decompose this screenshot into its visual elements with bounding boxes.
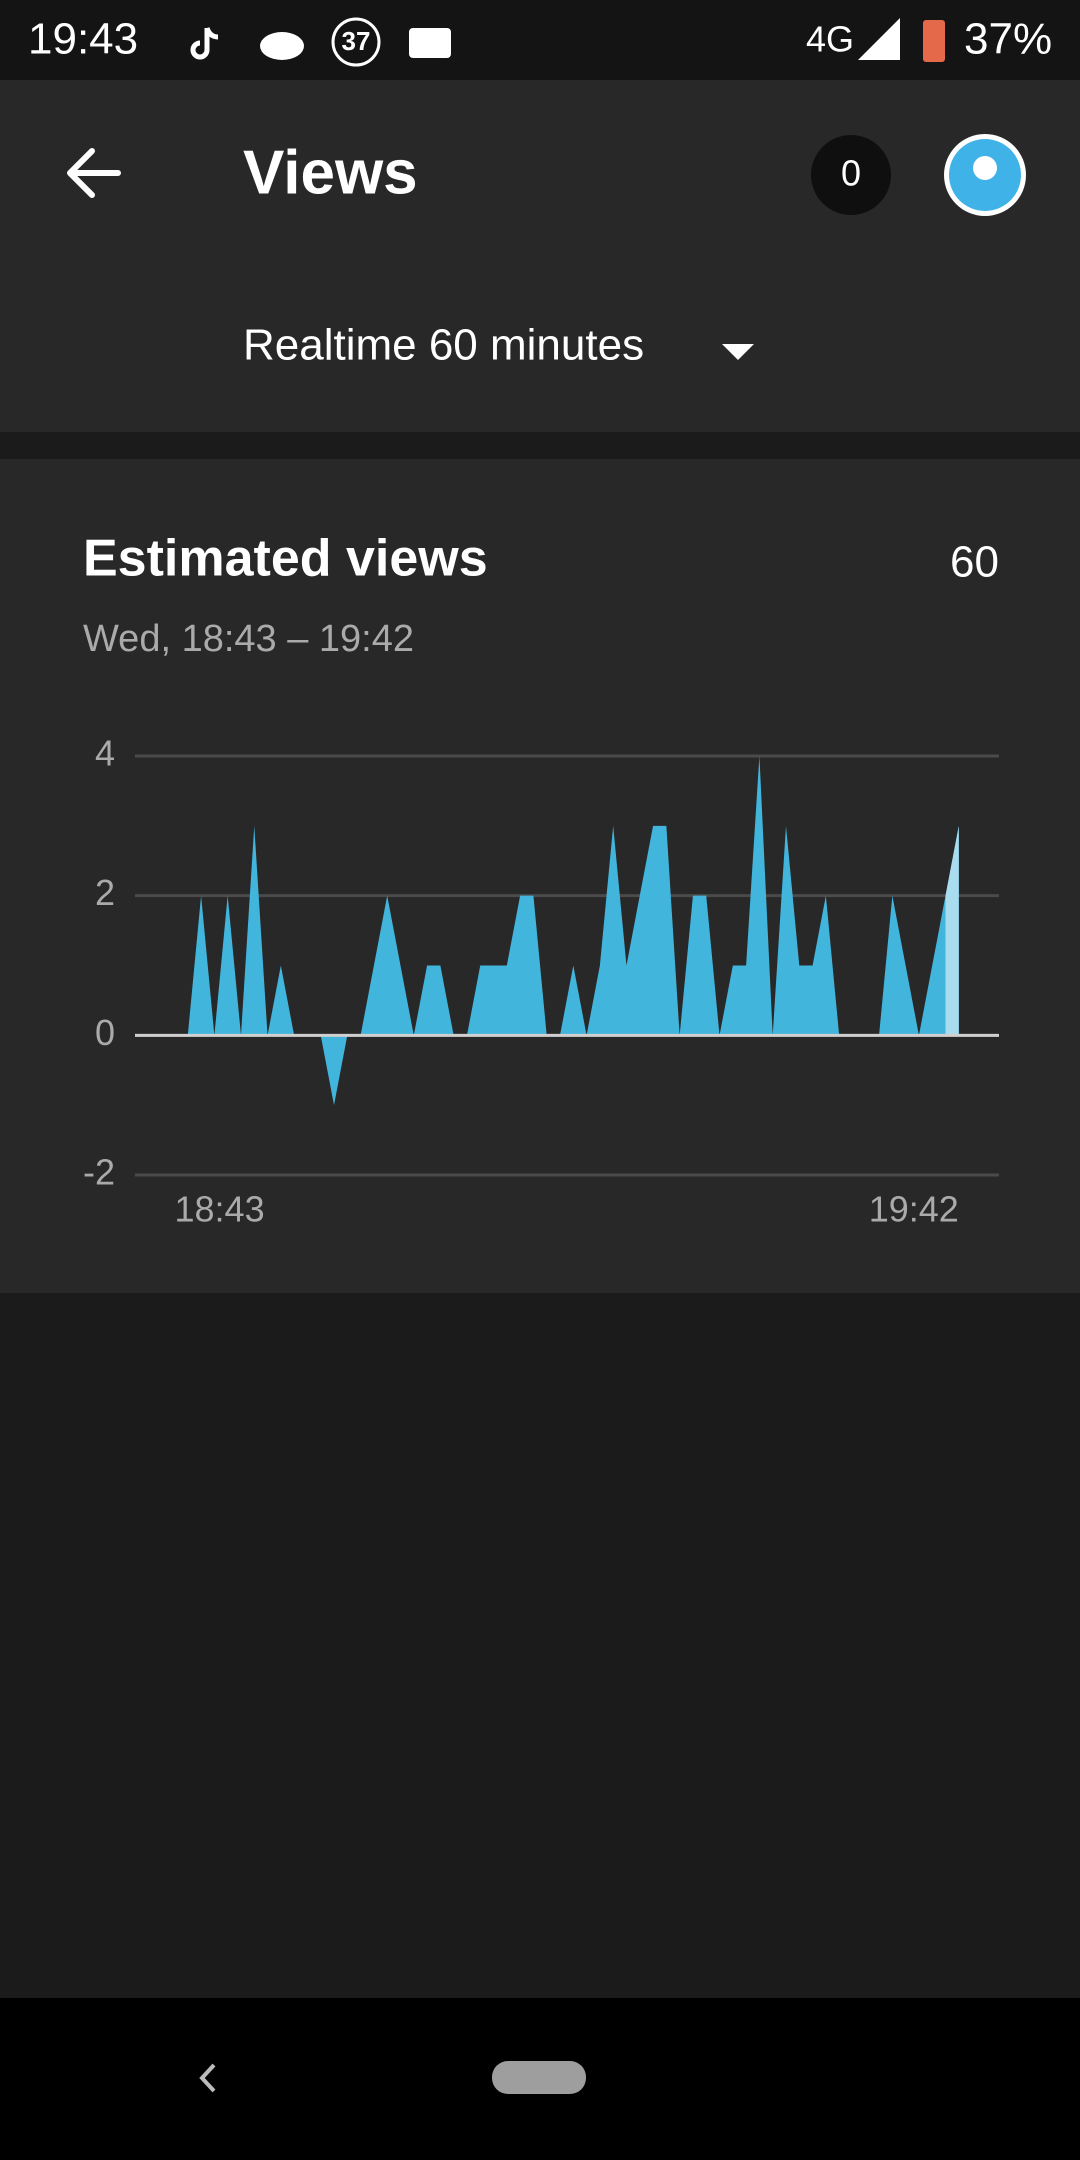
card-title: Estimated views [83, 530, 488, 588]
status-bar [0, 0, 1080, 80]
period-selector[interactable]: Realtime 60 minutes [243, 321, 644, 370]
app-bar [0, 80, 1080, 432]
reddit-icon [260, 32, 304, 60]
tiktok-icon [190, 27, 219, 60]
chart: -2 0 2 4 18:43 19:42 [83, 733, 999, 1230]
x-tick-label: 19:42 [869, 1189, 959, 1230]
back-button[interactable] [67, 148, 121, 198]
nav-home[interactable] [492, 2061, 586, 2094]
card-total: 60 [950, 538, 999, 587]
partial-segment [945, 825, 959, 1036]
y-tick-label: -2 [83, 1152, 115, 1193]
date-range: Wed, 18:43 – 19:42 [83, 618, 414, 660]
y-tick-label: 2 [95, 872, 115, 913]
page-title: Views [243, 138, 418, 207]
y-tick-label: 4 [95, 733, 115, 774]
news-icon [409, 28, 451, 58]
network: 4G [806, 19, 854, 60]
avatar-figure [973, 156, 997, 180]
battery: 37% [964, 15, 1052, 64]
notification-badge: 0 [841, 153, 861, 194]
notification-count: 37 [342, 26, 371, 56]
count-icon [331, 17, 381, 67]
x-tick-label: 18:43 [175, 1189, 265, 1230]
signal-icon [858, 18, 900, 60]
card [0, 459, 1080, 1293]
area [174, 756, 959, 1106]
notification-button[interactable] [811, 135, 891, 215]
clock: 19:43 [28, 15, 138, 64]
dropdown-arrow[interactable] [722, 344, 754, 360]
y-tick-label: 0 [95, 1012, 115, 1053]
nav-back[interactable] [199, 2063, 216, 2093]
battery-icon [923, 20, 945, 62]
